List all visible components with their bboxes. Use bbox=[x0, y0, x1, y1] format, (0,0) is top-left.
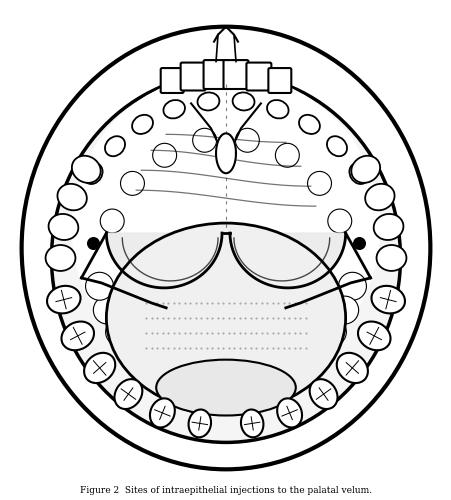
Ellipse shape bbox=[357, 322, 390, 350]
Circle shape bbox=[100, 209, 124, 233]
Ellipse shape bbox=[276, 398, 301, 428]
Point bbox=[354, 239, 361, 247]
Ellipse shape bbox=[47, 286, 80, 314]
Ellipse shape bbox=[350, 156, 379, 183]
FancyBboxPatch shape bbox=[223, 60, 248, 89]
Circle shape bbox=[330, 296, 358, 324]
Ellipse shape bbox=[232, 92, 254, 110]
Text: Figure 2  Sites of intraepithelial injections to the palatal velum.: Figure 2 Sites of intraepithelial inject… bbox=[80, 486, 371, 495]
Ellipse shape bbox=[150, 398, 175, 428]
Circle shape bbox=[327, 209, 351, 233]
Circle shape bbox=[187, 372, 215, 399]
Ellipse shape bbox=[83, 163, 102, 184]
Circle shape bbox=[235, 128, 259, 152]
Ellipse shape bbox=[156, 360, 295, 416]
Ellipse shape bbox=[51, 74, 400, 442]
Ellipse shape bbox=[309, 379, 337, 409]
Ellipse shape bbox=[105, 136, 125, 156]
Circle shape bbox=[192, 128, 216, 152]
FancyBboxPatch shape bbox=[246, 62, 271, 90]
Polygon shape bbox=[216, 134, 235, 173]
Ellipse shape bbox=[188, 410, 211, 438]
Ellipse shape bbox=[71, 74, 380, 382]
Circle shape bbox=[307, 172, 331, 196]
Circle shape bbox=[318, 318, 345, 346]
Circle shape bbox=[275, 144, 299, 167]
FancyBboxPatch shape bbox=[180, 62, 205, 90]
Ellipse shape bbox=[267, 100, 288, 118]
Circle shape bbox=[260, 364, 288, 392]
FancyBboxPatch shape bbox=[161, 68, 183, 93]
Ellipse shape bbox=[106, 223, 345, 412]
Ellipse shape bbox=[299, 115, 319, 134]
Ellipse shape bbox=[72, 156, 101, 183]
Ellipse shape bbox=[336, 353, 367, 383]
Circle shape bbox=[93, 296, 121, 324]
Circle shape bbox=[282, 352, 310, 380]
Ellipse shape bbox=[48, 214, 78, 240]
Ellipse shape bbox=[371, 286, 404, 314]
Ellipse shape bbox=[46, 245, 75, 271]
Ellipse shape bbox=[364, 184, 394, 210]
Circle shape bbox=[236, 372, 264, 399]
Ellipse shape bbox=[240, 410, 263, 438]
FancyBboxPatch shape bbox=[268, 68, 290, 93]
Circle shape bbox=[141, 352, 169, 380]
Ellipse shape bbox=[376, 245, 405, 271]
Ellipse shape bbox=[373, 214, 403, 240]
Circle shape bbox=[120, 172, 144, 196]
Ellipse shape bbox=[114, 379, 142, 409]
Ellipse shape bbox=[197, 92, 219, 110]
Circle shape bbox=[85, 272, 113, 300]
Ellipse shape bbox=[349, 163, 368, 184]
Circle shape bbox=[106, 318, 133, 346]
Ellipse shape bbox=[163, 100, 184, 118]
Ellipse shape bbox=[57, 184, 87, 210]
Circle shape bbox=[163, 364, 191, 392]
FancyBboxPatch shape bbox=[203, 60, 228, 89]
Circle shape bbox=[302, 337, 329, 365]
Ellipse shape bbox=[132, 115, 152, 134]
Point bbox=[90, 239, 97, 247]
Circle shape bbox=[152, 144, 176, 167]
Circle shape bbox=[122, 337, 149, 365]
Polygon shape bbox=[106, 233, 345, 288]
Circle shape bbox=[338, 272, 366, 300]
Ellipse shape bbox=[84, 353, 115, 383]
Ellipse shape bbox=[326, 136, 346, 156]
Ellipse shape bbox=[61, 322, 94, 350]
Ellipse shape bbox=[22, 26, 429, 469]
